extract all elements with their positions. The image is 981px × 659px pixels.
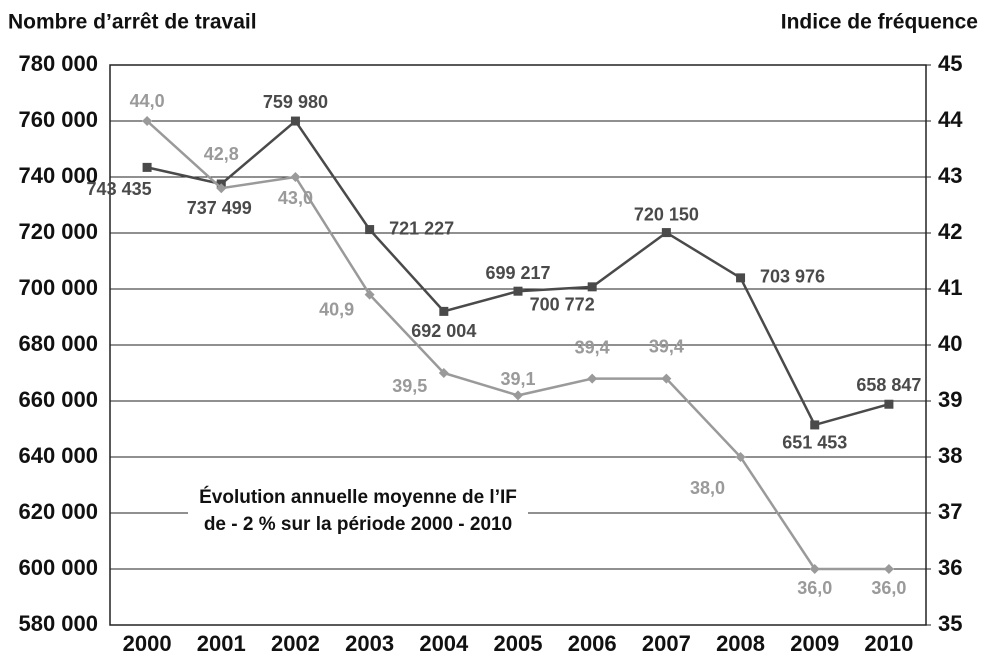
y-tick-label: 760 000: [18, 107, 98, 132]
marker: [884, 399, 894, 409]
data-label: 700 772: [530, 295, 595, 315]
y2-tick-label: 36: [938, 555, 962, 580]
x-tick-label: 2005: [494, 631, 543, 656]
marker: [364, 289, 375, 300]
x-tick-label: 2007: [642, 631, 691, 656]
x-tick-label: 2009: [790, 631, 839, 656]
x-tick-label: 2001: [197, 631, 246, 656]
marker: [365, 225, 375, 235]
x-tick-label: 2006: [568, 631, 617, 656]
marker: [290, 172, 301, 182]
y2-tick-label: 39: [938, 387, 962, 412]
data-label: 44,0: [130, 91, 165, 111]
y2-tick-label: 38: [938, 443, 962, 468]
data-label: 39,4: [575, 337, 610, 357]
data-label: 39,5: [392, 376, 427, 396]
annotation-bg: [188, 482, 528, 544]
data-label: 721 227: [389, 218, 454, 238]
data-label: 36,0: [871, 578, 906, 598]
data-label: 42,8: [204, 144, 239, 164]
marker: [142, 162, 152, 172]
marker: [438, 368, 449, 378]
data-label: 692 004: [411, 321, 476, 341]
y2-axis-title: Indice de fréquence: [781, 11, 978, 34]
y2-tick-label: 45: [938, 51, 962, 76]
data-label: 703 976: [760, 267, 825, 287]
y-tick-label: 660 000: [18, 387, 98, 412]
marker: [513, 286, 523, 296]
marker: [587, 282, 597, 292]
data-label: 720 150: [634, 204, 699, 224]
x-tick-label: 2004: [419, 631, 469, 656]
data-label: 759 980: [263, 92, 328, 112]
y-tick-label: 700 000: [18, 275, 98, 300]
annotation: de - 2 % sur la période 2000 - 2010: [204, 514, 512, 535]
annotation: Évolution annuelle moyenne de l’IF: [199, 486, 517, 508]
y2-tick-label: 41: [938, 275, 962, 300]
data-label: 743 435: [87, 179, 152, 199]
y2-tick-label: 44: [938, 107, 963, 132]
data-label: 658 847: [856, 375, 921, 395]
marker: [736, 273, 746, 283]
y2-tick-label: 37: [938, 499, 962, 524]
data-label: 36,0: [797, 578, 832, 598]
marker: [513, 390, 523, 401]
marker: [290, 116, 300, 126]
data-label: 43,0: [278, 188, 313, 208]
y-tick-label: 600 000: [18, 555, 98, 580]
y2-tick-label: 42: [938, 219, 962, 244]
y2-tick-label: 35: [938, 611, 962, 636]
marker: [809, 564, 820, 574]
marker: [216, 183, 227, 194]
y2-tick-label: 40: [938, 331, 962, 356]
x-tick-label: 2002: [271, 631, 320, 656]
marker: [883, 564, 894, 574]
data-label: 40,9: [319, 299, 354, 319]
data-label: 737 499: [187, 198, 252, 218]
y-axis-title: Nombre d’arrêt de travail: [8, 11, 257, 34]
x-tick-label: 2003: [345, 631, 394, 656]
y-tick-label: 640 000: [18, 443, 98, 468]
marker: [735, 452, 746, 462]
y2-tick-label: 43: [938, 163, 962, 188]
data-label: 38,0: [690, 478, 725, 498]
x-tick-label: 2010: [864, 631, 913, 656]
y-tick-label: 580 000: [18, 611, 98, 636]
data-label: 699 217: [485, 263, 550, 283]
plot-frame: [109, 64, 927, 626]
marker: [587, 373, 598, 384]
y-tick-label: 740 000: [18, 163, 98, 188]
marker: [661, 373, 672, 384]
x-tick-label: 2008: [716, 631, 765, 656]
y-tick-label: 680 000: [18, 331, 98, 356]
marker: [439, 306, 449, 316]
x-tick-label: 2000: [123, 631, 172, 656]
marker: [810, 420, 820, 430]
y-tick-label: 620 000: [18, 499, 98, 524]
data-label: 39,4: [649, 336, 684, 356]
marker: [661, 228, 671, 238]
data-label: 651 453: [782, 433, 847, 453]
marker: [142, 116, 153, 126]
data-label: 39,1: [500, 369, 535, 389]
y-tick-label: 780 000: [18, 51, 98, 76]
y-tick-label: 720 000: [18, 219, 98, 244]
